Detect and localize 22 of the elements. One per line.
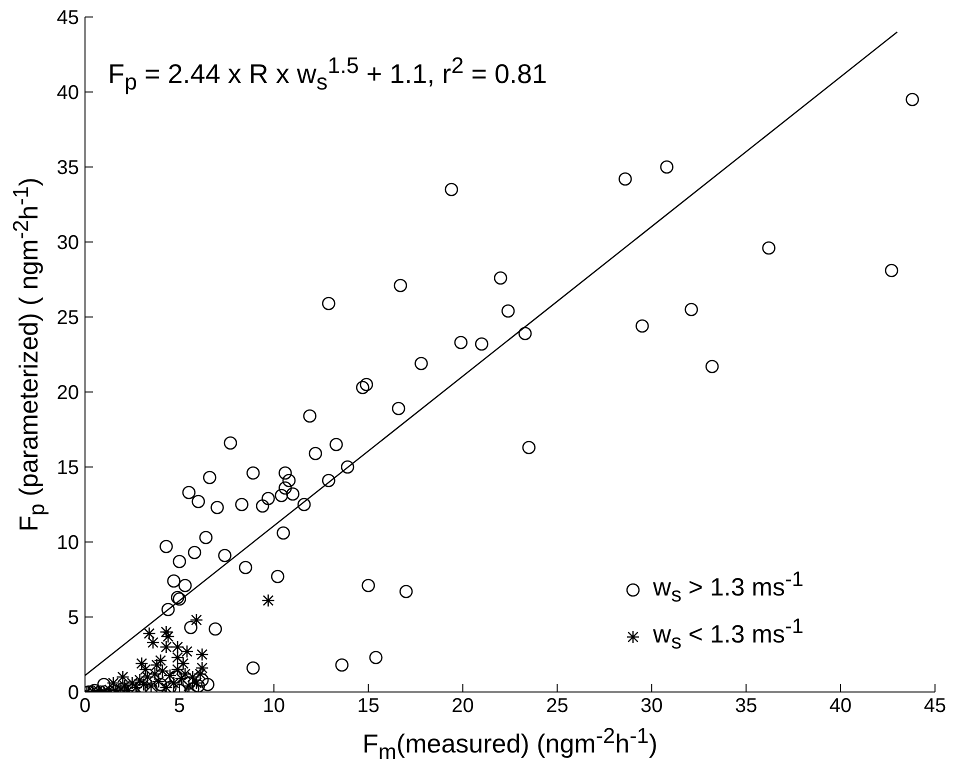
legend-label: w$_{s}$ > 1.3 ms$^{-1}$: [653, 568, 804, 608]
y-tick-label: 20: [56, 382, 79, 404]
y-tick-label: 25: [56, 307, 79, 330]
x-tick-label: 10: [262, 695, 286, 718]
legend-label: w$_{s}$ < 1.3 ms$^{-1}$: [653, 615, 804, 655]
x-tick-label: 40: [829, 695, 852, 718]
annotation: F$_{p}$ = 2.44 x R x w$_{s}$$^{1.5}$ + 1.1, r$^{2}$ = 0.81: [108, 53, 548, 96]
y-tick-label: 30: [56, 232, 79, 254]
x-tick-label: 20: [452, 695, 474, 718]
y-tick-label: 10: [56, 532, 79, 554]
x-tick-label: 25: [546, 695, 568, 718]
x-tick-label: 35: [734, 695, 758, 718]
y-tick-label: 15: [56, 457, 79, 480]
x-tick-label: 15: [357, 695, 380, 718]
y-tick-label: 40: [56, 82, 79, 104]
y-tick-label: 35: [56, 157, 79, 180]
x-axis-title: F$_{m}$(measured) (ngm$^{-2}$h$^{-1}$): [361, 723, 658, 765]
y-tick-label: 45: [56, 7, 79, 30]
y-tick-label: 5: [68, 607, 79, 630]
x-tick-label: 5: [174, 695, 186, 718]
x-tick-label: 30: [640, 695, 663, 718]
x-tick-label: 45: [924, 695, 946, 718]
